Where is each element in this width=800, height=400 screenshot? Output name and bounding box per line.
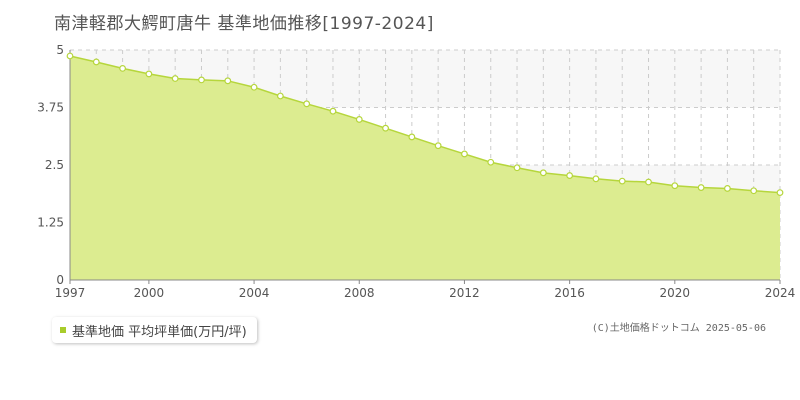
data-point[interactable]	[224, 77, 232, 85]
x-tick-label: 2016	[554, 286, 585, 300]
y-tick-label: 3.75	[37, 101, 64, 115]
credit-text: (C)土地価格ドットコム 2025-05-06	[591, 323, 766, 334]
data-point[interactable]	[566, 172, 574, 179]
y-tick-label: 1.25	[37, 216, 64, 230]
x-tick-label: 2004	[239, 286, 270, 300]
data-point[interactable]	[198, 76, 205, 84]
data-point[interactable]	[461, 150, 468, 158]
series-area	[70, 55, 780, 281]
data-point[interactable]	[645, 178, 652, 186]
data-point[interactable]	[145, 70, 153, 78]
data-point[interactable]	[487, 158, 495, 166]
y-tick-label: 2.5	[45, 158, 64, 172]
y-tick-label: 0	[56, 273, 64, 287]
data-point[interactable]	[434, 142, 442, 150]
data-point[interactable]	[408, 133, 416, 141]
data-point[interactable]	[329, 107, 337, 115]
legend-swatch	[60, 327, 66, 333]
data-point[interactable]	[250, 83, 258, 91]
data-point[interactable]	[697, 184, 705, 191]
data-point[interactable]	[303, 100, 311, 108]
legend-label: 基準地価 平均坪単価(万円/坪)	[72, 324, 247, 340]
y-tick-label: 5	[56, 43, 64, 57]
data-point[interactable]	[776, 189, 784, 197]
data-point[interactable]	[539, 169, 547, 177]
chart-title: 南津軽郡大鰐町唐牛 基準地価推移[1997-2024]	[54, 14, 434, 34]
data-point[interactable]	[92, 58, 100, 66]
x-tick-label: 1997	[55, 286, 86, 300]
data-point[interactable]	[592, 175, 600, 183]
data-point[interactable]	[513, 164, 521, 172]
x-tick-label: 2008	[344, 286, 375, 300]
legend[interactable]: 基準地価 平均坪単価(万円/坪)	[52, 317, 257, 343]
x-tick-label: 2020	[660, 286, 691, 300]
x-tick-label: 2000	[134, 286, 165, 300]
data-point[interactable]	[724, 185, 731, 192]
data-point[interactable]	[618, 177, 626, 185]
data-point[interactable]	[276, 92, 284, 100]
data-point[interactable]	[119, 64, 126, 72]
data-point[interactable]	[171, 75, 179, 82]
data-point[interactable]	[750, 187, 758, 195]
x-tick-label: 2024	[765, 286, 796, 300]
data-point[interactable]	[66, 52, 74, 60]
data-point[interactable]	[671, 182, 679, 190]
data-point[interactable]	[355, 116, 363, 123]
series-line	[69, 55, 781, 194]
data-point[interactable]	[382, 124, 389, 132]
x-tick-label: 2012	[449, 286, 480, 300]
